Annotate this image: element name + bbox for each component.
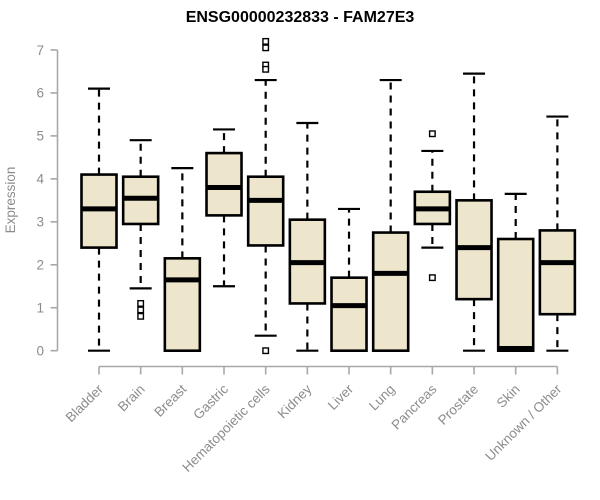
outlier-hematopoietic-cells bbox=[262, 37, 270, 45]
y-axis-title: Expression bbox=[3, 167, 18, 234]
y-tick-label-0: 0 bbox=[36, 344, 44, 359]
y-tick-label-7: 7 bbox=[36, 43, 44, 58]
outlier-brain bbox=[137, 312, 145, 320]
outlier-brain bbox=[137, 306, 145, 314]
y-tick-label-2: 2 bbox=[36, 258, 44, 273]
x-tick-label-breast: Breast bbox=[151, 381, 189, 419]
box-unknown-other bbox=[538, 229, 577, 316]
box-skin bbox=[496, 237, 535, 352]
y-tick-label-4: 4 bbox=[36, 172, 44, 187]
box-hematopoietic-cells bbox=[246, 175, 285, 247]
outlier-pancreas bbox=[428, 130, 436, 138]
outlier-hematopoietic-cells bbox=[262, 65, 270, 73]
x-tick-label-pancreas: Pancreas bbox=[389, 381, 440, 432]
x-tick-label-liver: Liver bbox=[325, 381, 357, 413]
x-tick-label-kidney: Kidney bbox=[275, 381, 315, 421]
box-liver bbox=[330, 276, 368, 352]
chart-title: ENSG00000232833 - FAM27E3 bbox=[185, 9, 415, 26]
x-tick-label-prostate: Prostate bbox=[435, 382, 481, 428]
x-tick-label-unknown-other: Unknown / Other bbox=[482, 381, 565, 464]
y-tick-label-6: 6 bbox=[36, 86, 44, 101]
box-lung bbox=[371, 231, 410, 352]
outlier-brain bbox=[137, 299, 145, 307]
box-breast bbox=[163, 257, 202, 352]
x-tick-label-brain: Brain bbox=[115, 382, 148, 415]
y-tick-label-1: 1 bbox=[36, 301, 44, 316]
x-tick-label-gastric: Gastric bbox=[190, 381, 231, 422]
x-tick-label-lung: Lung bbox=[366, 382, 398, 414]
outlier-hematopoietic-cells bbox=[262, 44, 270, 52]
x-tick-label-bladder: Bladder bbox=[63, 381, 107, 425]
y-tick-label-5: 5 bbox=[36, 129, 44, 144]
y-tick-label-3: 3 bbox=[36, 215, 44, 230]
outlier-pancreas bbox=[428, 274, 436, 282]
outlier-hematopoietic-cells bbox=[262, 347, 270, 355]
x-tick-label-skin: Skin bbox=[494, 382, 523, 411]
box-gastric bbox=[205, 151, 243, 217]
